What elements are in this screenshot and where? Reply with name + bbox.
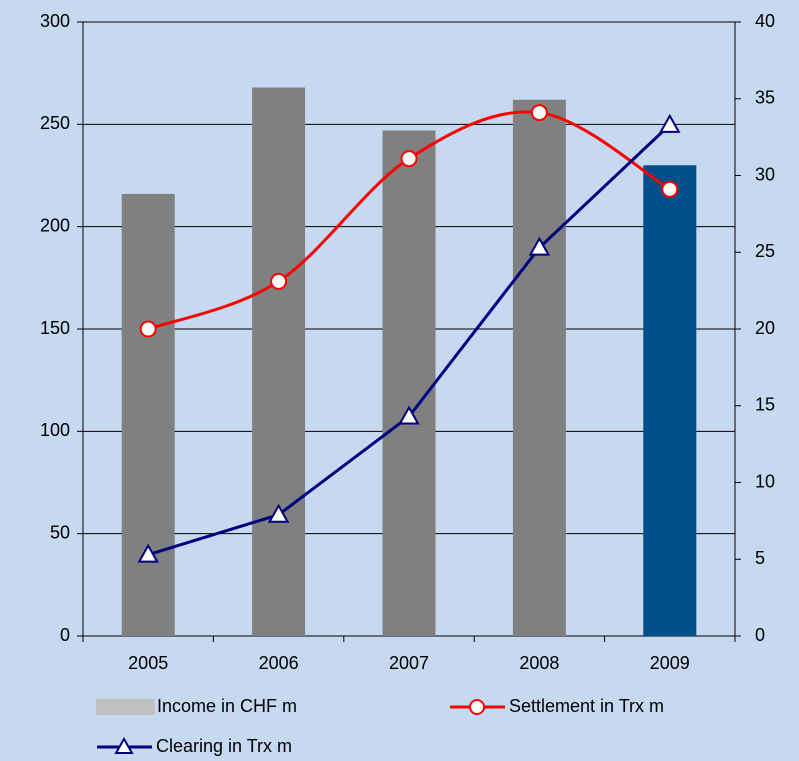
y2-tick-label: 0 [755, 625, 765, 645]
marker [400, 150, 418, 168]
bar [512, 99, 566, 637]
marker [267, 503, 290, 523]
marker [661, 180, 679, 198]
y2-tick-label: 40 [755, 11, 775, 31]
marker [139, 320, 157, 338]
x-tick-label: 2006 [259, 653, 299, 673]
y2-tick-label: 10 [755, 471, 775, 491]
marker [137, 543, 159, 563]
x-tick-label: 2009 [650, 653, 690, 673]
y2-tick-label: 25 [755, 241, 775, 261]
y-tick-label: 100 [40, 420, 70, 440]
y2-tick-label: 20 [755, 318, 775, 338]
y2-tick-label: 35 [755, 88, 775, 108]
x-tick-label: 2005 [128, 653, 168, 673]
legend-swatch [96, 699, 155, 715]
bar [252, 87, 306, 636]
y2-tick-label: 5 [755, 548, 765, 568]
bar [382, 130, 436, 636]
y-tick-label: 50 [50, 522, 70, 542]
marker [659, 113, 681, 133]
y-tick-label: 250 [40, 113, 70, 133]
bar [121, 193, 175, 637]
y-tick-label: 300 [40, 11, 70, 31]
marker [398, 405, 420, 425]
legend-marker [469, 699, 485, 715]
y-tick-label: 0 [60, 625, 70, 645]
marker [528, 236, 551, 256]
bar [643, 165, 697, 636]
marker [270, 272, 288, 290]
y2-tick-label: 15 [755, 395, 775, 415]
y-tick-label: 150 [40, 318, 70, 338]
legend-label: Clearing in Trx m [156, 736, 292, 756]
legend-label: Income in CHF m [157, 696, 297, 716]
y-tick-label: 200 [40, 215, 70, 235]
marker [530, 104, 548, 122]
y2-tick-label: 30 [755, 164, 775, 184]
legend-marker [114, 736, 134, 754]
x-tick-label: 2008 [519, 653, 559, 673]
x-tick-label: 2007 [389, 653, 429, 673]
legend-label: Settlement in Trx m [509, 696, 664, 716]
